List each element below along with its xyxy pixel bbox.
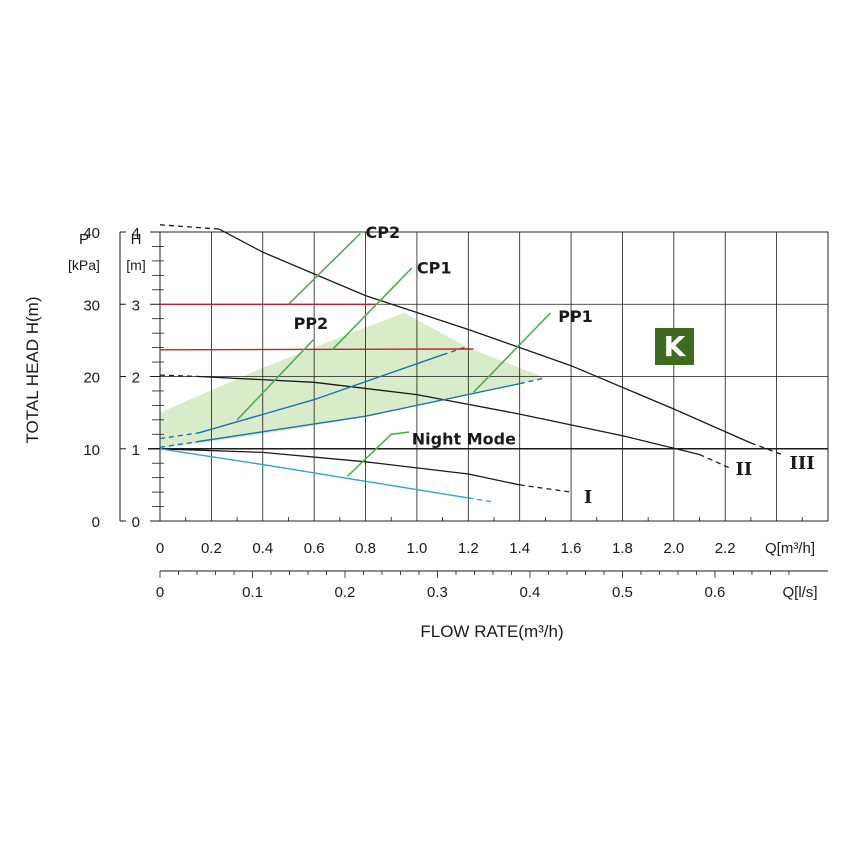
- x-tick-label: 0: [156, 540, 164, 557]
- label-night-mode: Night Mode: [412, 430, 516, 449]
- curve-dash-ii: [159, 374, 199, 378]
- grid-layer: [148, 231, 829, 522]
- label-pp2: PP2: [294, 314, 329, 333]
- m-tick-label: 2: [132, 370, 140, 387]
- x2-tick-label: 0.2: [335, 584, 356, 601]
- x-tick-label: 1.0: [406, 540, 427, 557]
- leader-cp2: [287, 232, 361, 305]
- m-tick-label: 0: [132, 514, 140, 531]
- curve-pp1: [198, 383, 520, 443]
- curve-dash-iii: [750, 442, 783, 456]
- x-tick-label: 0.2: [201, 540, 222, 557]
- x-unit-label: Q[m³/h]: [765, 540, 815, 557]
- x-tick-label: 0.8: [355, 540, 376, 557]
- kpa-tick-label: 10: [83, 442, 100, 459]
- leader-pp2: [236, 338, 315, 421]
- x2-tick-label: 0.5: [612, 584, 633, 601]
- m-axis-title: H: [131, 231, 142, 248]
- x-tick-label: 0.6: [304, 540, 325, 557]
- x2-unit-label: Q[l/s]: [782, 584, 817, 601]
- curve-dash-night-mode: [468, 497, 495, 503]
- m-tick-label: 4: [132, 225, 140, 242]
- curve-cp1: [159, 348, 474, 351]
- label-pp1: PP1: [558, 307, 593, 326]
- x-tick-label: 1.2: [458, 540, 479, 557]
- m-tick-label: 1: [132, 442, 140, 459]
- logo-letter: K: [664, 330, 687, 363]
- curve-pp2: [198, 354, 443, 434]
- curve-dash-pp1: [159, 440, 199, 448]
- curve-dash-pp1: [519, 377, 546, 385]
- kpa-tick-label: 30: [83, 297, 100, 314]
- leader-cp1: [331, 267, 413, 351]
- operating-region-layer: [160, 312, 546, 449]
- label-cp2: CP2: [366, 223, 401, 242]
- operating-region: [160, 312, 546, 449]
- x2-tick-label: 0.6: [705, 584, 726, 601]
- x-tick-label: 2.0: [663, 540, 684, 557]
- axis-layer: 0 010 120 230 340 40 0.2 0.4 0.6 0.8 1.0 1.2 1.4 1.6 1…: [83, 225, 828, 601]
- x-tick-label: 0.4: [252, 540, 273, 557]
- x2-tick-label: 0: [156, 584, 164, 601]
- logo-background: [655, 328, 694, 365]
- x-tick-label: 2.2: [715, 540, 736, 557]
- x-tick-label: 1.4: [509, 540, 530, 557]
- leader-night-mode: [347, 431, 410, 477]
- m-tick-label: 3: [132, 297, 140, 314]
- x-axis-title: FLOW RATE(m³/h): [420, 622, 563, 641]
- x2-tick-label: 0.3: [427, 584, 448, 601]
- curve-dash-pp2: [442, 345, 469, 356]
- leader-pp1: [472, 312, 552, 393]
- kpa-tick-label: 0: [92, 514, 100, 531]
- x-tick-label: 1.6: [561, 540, 582, 557]
- x-tick-label: 1.8: [612, 540, 633, 557]
- curve-layer: [159, 224, 783, 503]
- curve-dash-i: [519, 484, 572, 493]
- m-axis-unit: [m]: [126, 257, 145, 273]
- curve-dash-pp2: [159, 432, 199, 440]
- curve-i: [159, 448, 520, 486]
- label-i: I: [584, 487, 592, 508]
- y-axis-title: TOTAL HEAD H(m): [23, 296, 42, 443]
- x2-tick-label: 0.1: [242, 584, 263, 601]
- x2-tick-label: 0.4: [520, 584, 541, 601]
- kpa-axis-unit: [kPa]: [68, 257, 100, 273]
- curve-dash-ii: [699, 453, 731, 469]
- kpa-tick-label: 40: [83, 225, 100, 242]
- label-cp1: CP1: [417, 258, 452, 277]
- curve-dash-iii: [159, 224, 220, 230]
- kpa-tick-label: 20: [83, 370, 100, 387]
- label-ii: II: [736, 459, 753, 480]
- label-iii: III: [789, 453, 814, 474]
- brand-logo: K: [655, 328, 694, 365]
- kpa-axis-title: P: [79, 231, 89, 248]
- curve-iii: [218, 228, 752, 444]
- curve-ii: [198, 375, 700, 456]
- curve-night-mode: [159, 448, 469, 499]
